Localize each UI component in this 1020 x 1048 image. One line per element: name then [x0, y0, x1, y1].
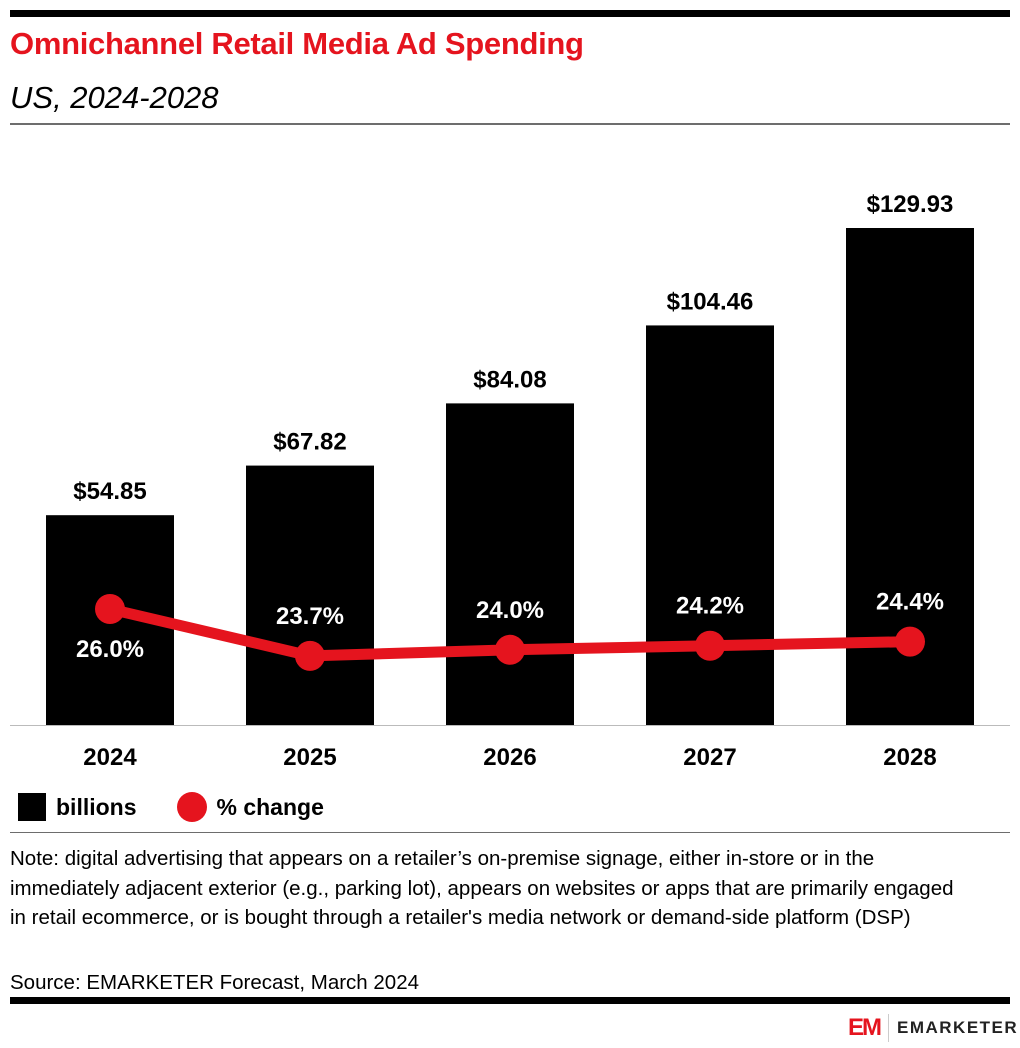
legend-line-label: % change — [216, 793, 324, 820]
header-divider — [10, 123, 1010, 125]
bar-2025 — [246, 465, 374, 725]
bar-value-label: $54.85 — [73, 478, 146, 505]
x-tick-label: 2025 — [283, 744, 336, 771]
emarketer-logo: EM EMARKETER — [848, 1014, 1018, 1042]
line-point-2026 — [495, 634, 525, 665]
line-value-label: 24.2% — [676, 593, 744, 620]
bar-value-label: $129.93 — [867, 191, 954, 218]
line-value-label: 26.0% — [76, 636, 144, 663]
legend-divider — [10, 832, 1010, 833]
x-tick-label: 2027 — [683, 744, 736, 771]
bar-value-label: $104.46 — [667, 288, 754, 315]
logo-mark: EM — [848, 1014, 889, 1042]
bar-value-label: $67.82 — [273, 429, 346, 456]
line-point-2028 — [895, 626, 925, 657]
legend-bar-label: billions — [56, 793, 137, 820]
x-tick-label: 2024 — [83, 744, 137, 771]
line-value-label: 24.0% — [476, 597, 544, 624]
line-point-2027 — [695, 630, 725, 661]
line-value-label: 23.7% — [276, 603, 344, 630]
chart-title: Omnichannel Retail Media Ad Spending — [10, 26, 584, 61]
bar-2027 — [646, 325, 774, 725]
x-tick-label: 2028 — [883, 744, 936, 771]
legend-bar-swatch — [18, 793, 46, 821]
top-rule — [10, 10, 1010, 17]
chart-subtitle: US, 2024-2028 — [10, 80, 219, 115]
logo-text: EMARKETER — [897, 1018, 1019, 1037]
bar-2026 — [446, 403, 574, 725]
x-tick-label: 2026 — [483, 744, 536, 771]
bar-value-label: $84.08 — [473, 366, 546, 393]
line-value-label: 24.4% — [876, 589, 944, 616]
line-point-2025 — [295, 640, 325, 671]
line-point-2024 — [95, 594, 125, 624]
legend: billions % change — [18, 792, 324, 822]
legend-line-swatch — [176, 792, 207, 822]
footnote: Note: digital advertising that appears o… — [10, 847, 954, 929]
chart-plot: $54.85 2024 $67.82 2025 $84.08 2026 $104.46 202… — [10, 191, 1010, 771]
source: Source: EMARKETER Forecast, March 2024 — [10, 971, 420, 994]
bottom-rule — [10, 997, 1010, 1004]
